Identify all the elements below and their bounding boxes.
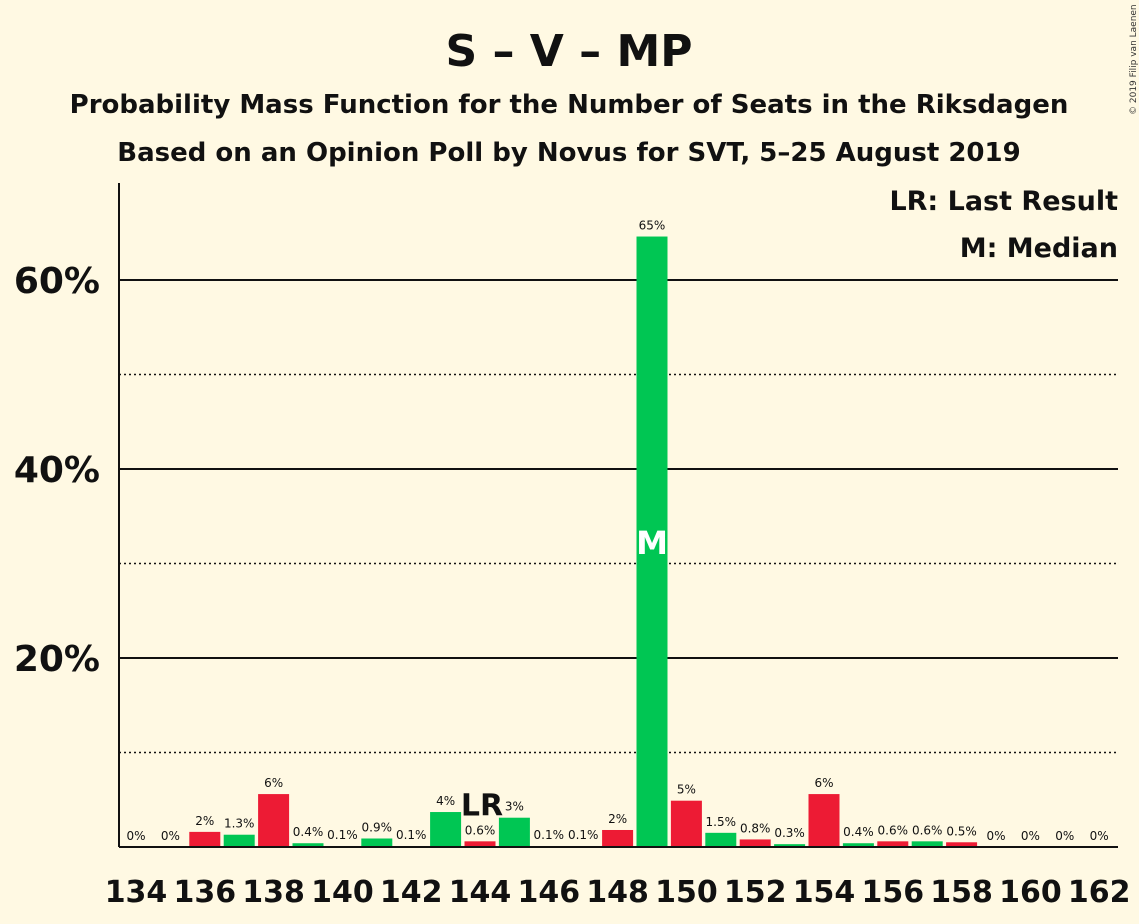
bar-seat-143	[430, 812, 462, 847]
x-tick-label: 152	[724, 875, 787, 910]
gridlines	[119, 279, 1118, 754]
x-tick-label: 136	[173, 875, 236, 910]
x-tick-label: 144	[449, 875, 512, 910]
bar-seat-145	[498, 817, 530, 847]
bar-seat-144	[464, 841, 496, 847]
x-tick-label: 146	[517, 875, 580, 910]
bar-seat-150	[670, 800, 702, 847]
bar-seat-139	[292, 843, 324, 847]
bar-seat-157	[911, 841, 943, 847]
bars	[189, 236, 978, 847]
data-label: 0.9%	[362, 820, 393, 834]
bar-seat-153	[774, 844, 806, 847]
data-label: 3%	[505, 800, 524, 814]
data-label: 5%	[677, 783, 696, 797]
data-label: 0.3%	[774, 826, 805, 840]
bar-seat-138	[258, 794, 290, 847]
bar-seat-136	[189, 831, 221, 847]
x-tick-label: 140	[311, 875, 374, 910]
x-tick-label: 134	[105, 875, 168, 910]
x-tick-labels: 134 136 138 140 142 144 146 148 150 152 154 156 158 1…	[105, 875, 1131, 910]
bar-seat-158	[946, 842, 978, 847]
copyright-notice: © 2019 Filip van Laenen	[1129, 4, 1139, 115]
x-tick-label: 142	[380, 875, 443, 910]
x-tick-label: 148	[586, 875, 649, 910]
data-label: 1.5%	[706, 815, 737, 829]
median-marker: M	[636, 524, 668, 562]
data-label: 65%	[639, 219, 666, 233]
data-label: 4%	[436, 794, 455, 808]
x-tick-label: 150	[655, 875, 718, 910]
data-label: 0.4%	[843, 825, 874, 839]
data-label: 2%	[195, 814, 214, 828]
last-result-marker: LR	[461, 788, 503, 823]
data-label: 0%	[1090, 829, 1109, 843]
data-label: 0.1%	[327, 828, 358, 842]
chart-title: S – V – MP	[445, 26, 692, 77]
data-label: 0.6%	[878, 823, 909, 837]
bar-seat-141	[361, 838, 393, 847]
data-label: 0%	[161, 829, 180, 843]
data-label: 0%	[1055, 829, 1074, 843]
data-label: 0.6%	[465, 823, 496, 837]
data-label: 0%	[126, 829, 145, 843]
bar-seat-152	[739, 839, 771, 847]
data-label: 0%	[1021, 829, 1040, 843]
x-tick-label: 158	[930, 875, 993, 910]
data-label: 1.3%	[224, 817, 255, 831]
bar-seat-151	[705, 832, 737, 847]
bar-seat-156	[877, 841, 909, 847]
y-tick-labels: 20% 40% 60%	[14, 261, 100, 680]
data-label: 0.1%	[568, 828, 599, 842]
data-labels: 0% 0%2% 1.3%6%0.4% 0.1%0.9%0.1%4%0.6%3%0.1%…	[126, 219, 1108, 843]
bar-seat-155	[842, 843, 874, 847]
data-label: 0.1%	[396, 828, 427, 842]
y-tick-label: 60%	[14, 261, 100, 302]
legend-median: M: Median	[960, 233, 1118, 264]
x-tick-label: 138	[242, 875, 305, 910]
bar-seat-148	[602, 829, 634, 847]
y-tick-label: 20%	[14, 639, 100, 680]
legend-last-result: LR: Last Result	[889, 186, 1118, 217]
bar-seat-154	[808, 794, 840, 847]
bar-seat-137	[223, 834, 255, 847]
data-label: 2%	[608, 812, 627, 826]
chart-subtitle: Probability Mass Function for the Number…	[70, 90, 1069, 120]
data-label: 0.8%	[740, 821, 771, 835]
x-tick-label: 156	[861, 875, 924, 910]
x-tick-label: 162	[1068, 875, 1131, 910]
axes	[118, 183, 1118, 848]
x-tick-label: 154	[793, 875, 856, 910]
data-label: 0.1%	[534, 828, 565, 842]
data-label: 6%	[264, 776, 283, 790]
bar-seat-149	[636, 236, 668, 847]
y-tick-label: 40%	[14, 450, 100, 491]
data-label: 0%	[986, 829, 1005, 843]
x-tick-label: 160	[999, 875, 1062, 910]
data-label: 0.5%	[946, 824, 977, 838]
data-label: 0.6%	[912, 823, 943, 837]
chart-subtitle-source: Based on an Opinion Poll by Novus for SV…	[117, 138, 1020, 168]
data-label: 6%	[814, 776, 833, 790]
data-label: 0.4%	[293, 825, 324, 839]
